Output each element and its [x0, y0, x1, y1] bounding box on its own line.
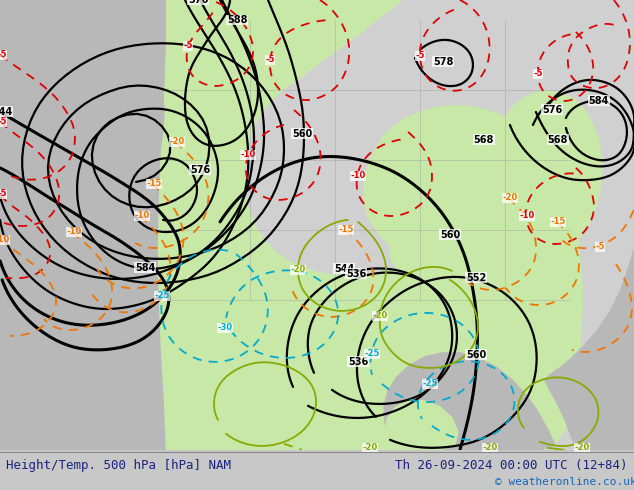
Text: -5: -5 [183, 42, 193, 50]
Text: -10: -10 [134, 211, 150, 220]
Polygon shape [155, 60, 164, 150]
Text: -25: -25 [365, 349, 380, 358]
Polygon shape [384, 353, 555, 450]
Text: -15: -15 [550, 218, 566, 226]
Text: -5: -5 [533, 70, 543, 78]
Text: -20: -20 [372, 311, 387, 320]
Text: 552: 552 [466, 273, 486, 283]
Text: -10: -10 [351, 172, 366, 180]
Text: -10: -10 [0, 235, 10, 245]
Text: 568: 568 [474, 135, 494, 145]
Text: -10: -10 [240, 150, 256, 159]
Text: Height/Temp. 500 hPa [hPa] NAM: Height/Temp. 500 hPa [hPa] NAM [6, 460, 231, 472]
Text: 536: 536 [346, 269, 366, 279]
Text: -20: -20 [574, 443, 590, 452]
Polygon shape [157, 0, 582, 450]
Text: -5: -5 [0, 190, 7, 198]
Text: -10: -10 [67, 227, 82, 236]
Text: -20: -20 [290, 266, 306, 274]
Text: -30: -30 [217, 323, 233, 332]
Text: -25: -25 [154, 292, 170, 300]
Text: 576: 576 [188, 0, 208, 5]
Text: -15: -15 [339, 225, 354, 234]
Text: 584: 584 [589, 96, 609, 106]
Text: 578: 578 [433, 57, 453, 67]
Text: © weatheronline.co.uk: © weatheronline.co.uk [495, 477, 634, 487]
Text: 576: 576 [542, 105, 562, 115]
Text: -20: -20 [502, 194, 517, 202]
Text: -5: -5 [595, 243, 605, 251]
Text: -25: -25 [422, 379, 437, 389]
Text: -5: -5 [415, 51, 425, 60]
Polygon shape [545, 250, 634, 450]
Text: 544: 544 [0, 107, 12, 117]
Text: 544: 544 [334, 264, 354, 274]
Text: -10: -10 [519, 211, 534, 220]
Text: 560: 560 [440, 230, 460, 240]
Text: -20: -20 [363, 443, 378, 452]
Text: -5: -5 [0, 118, 7, 126]
Text: Th 26-09-2024 00:00 UTC (12+84): Th 26-09-2024 00:00 UTC (12+84) [395, 460, 628, 472]
Text: -20: -20 [482, 443, 498, 452]
Text: -15: -15 [146, 179, 162, 189]
Text: 576: 576 [190, 165, 210, 175]
Text: 560: 560 [292, 129, 312, 139]
Text: 588: 588 [227, 15, 247, 25]
Polygon shape [386, 401, 458, 450]
Polygon shape [494, 91, 602, 250]
Text: -5: -5 [265, 55, 275, 65]
Text: 568: 568 [548, 135, 568, 145]
Text: 536: 536 [348, 357, 368, 367]
Text: -5: -5 [0, 50, 7, 59]
Polygon shape [0, 0, 165, 450]
Text: 584: 584 [135, 263, 155, 273]
Text: 560: 560 [466, 350, 486, 360]
Text: -20: -20 [169, 137, 184, 147]
